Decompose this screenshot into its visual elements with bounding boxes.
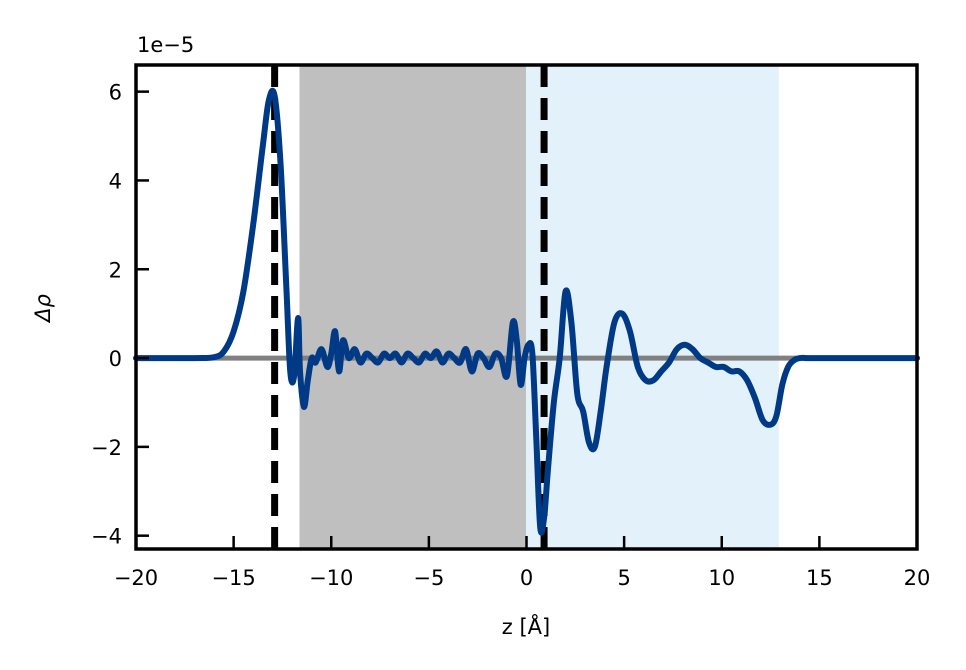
x-tick-label: −15 [211, 566, 255, 590]
shaded-regions [299, 64, 779, 550]
y-axis-ticks: −4 −2 0 2 4 6 [91, 81, 149, 549]
y-axis-label: Δρ [31, 293, 55, 323]
y-tick-label: 2 [109, 258, 122, 282]
x-tick-label: 10 [708, 566, 735, 590]
y-tick-label: −2 [91, 436, 122, 460]
interface-lines [271, 65, 548, 549]
x-tick-label: 5 [617, 566, 630, 590]
series-group [133, 87, 920, 536]
y-offset-label: 1e−5 [137, 33, 194, 57]
y-tick-label: 6 [109, 81, 122, 105]
shaded-region-1 [299, 64, 528, 550]
x-tick-label: 0 [520, 566, 533, 590]
x-tick-label: 15 [806, 566, 833, 590]
x-tick-label: −10 [309, 566, 353, 590]
y-tick-label: −4 [91, 525, 122, 549]
x-axis-ticks: −20 −15 −10 −5 0 5 10 15 20 [114, 536, 931, 590]
x-tick-label: 20 [904, 566, 931, 590]
data-series-line-1 [133, 87, 920, 536]
x-tick-label: −5 [413, 566, 444, 590]
x-tick-label: −20 [114, 566, 158, 590]
x-axis-label: z [Å] [502, 613, 550, 639]
y-tick-label: 0 [109, 347, 122, 371]
y-tick-label: 4 [109, 169, 122, 193]
